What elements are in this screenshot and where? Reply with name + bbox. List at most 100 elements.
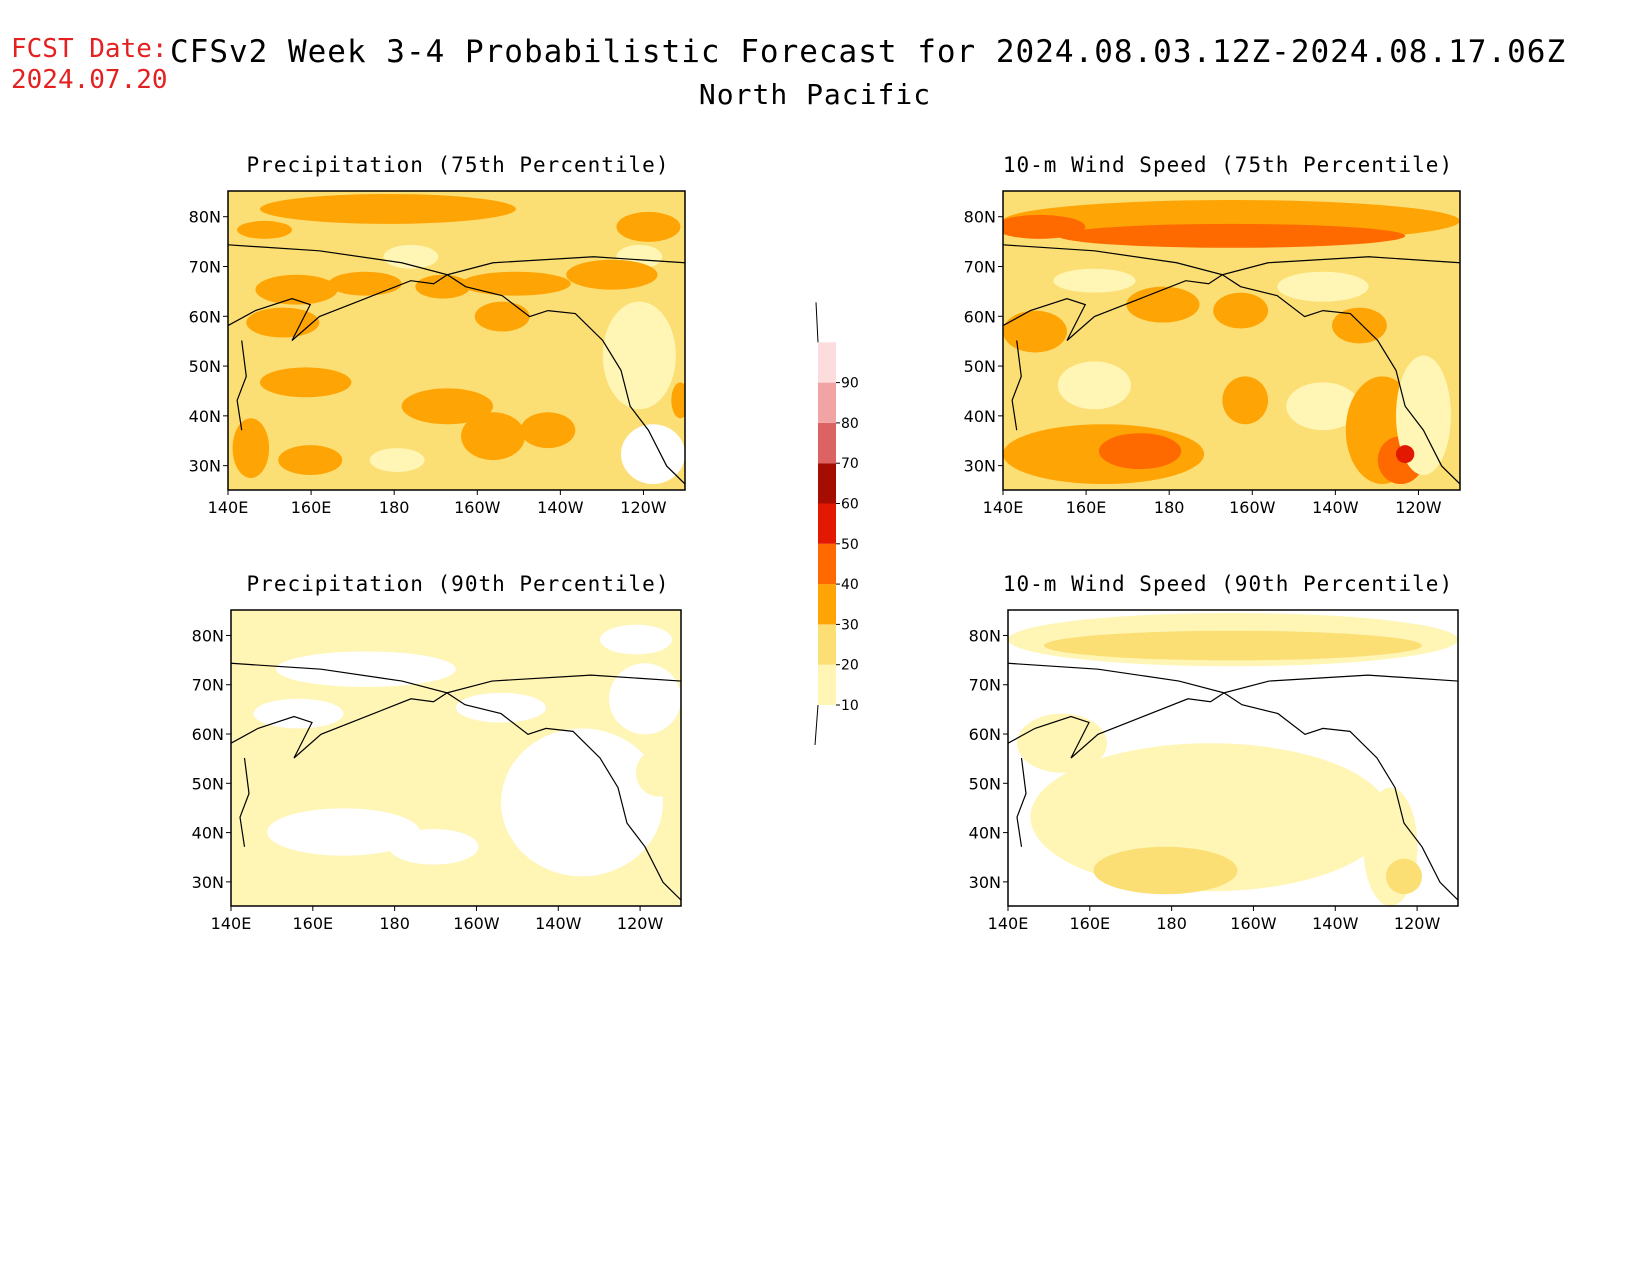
probability-area [1057, 361, 1131, 410]
probability-area [616, 211, 681, 242]
panel-title-precip90: Precipitation (90th Percentile) [246, 572, 670, 596]
lat-label: 80N [969, 626, 1001, 645]
probability-area [609, 663, 681, 735]
probability-area [1017, 713, 1107, 773]
lon-label: 160E [1066, 498, 1107, 517]
probability-area [461, 271, 571, 296]
lon-label: 160E [292, 914, 333, 933]
probability-area [1286, 382, 1360, 431]
map-fill [228, 191, 685, 490]
lat-label: 60N [969, 725, 1001, 744]
probability-area [1044, 630, 1422, 661]
lat-label: 50N [189, 357, 221, 376]
asia-coastline [236, 340, 247, 431]
probability-area [461, 412, 526, 461]
probability-area [369, 448, 425, 473]
map-fill [1003, 191, 1460, 490]
map-fill [231, 610, 681, 906]
colorbar-label: 50 [841, 537, 859, 553]
lon-label: 120W [1394, 914, 1441, 933]
lat-label: 40N [189, 407, 221, 426]
lat-label: 60N [192, 725, 224, 744]
lat-label: 50N [969, 774, 1001, 793]
probability-area [456, 692, 546, 723]
probability-area [237, 220, 292, 239]
probability-area [1386, 858, 1422, 895]
probability-area [1213, 292, 1269, 329]
lat-label: 80N [964, 208, 996, 227]
lat-label: 70N [969, 676, 1001, 695]
arctic-coastline [228, 244, 685, 276]
panel-title-precip75: Precipitation (75th Percentile) [246, 153, 670, 177]
lat-label: 30N [964, 457, 996, 476]
probability-area [501, 728, 663, 877]
probability-area [1057, 223, 1406, 248]
lat-label: 30N [192, 873, 224, 892]
probability-area [276, 651, 456, 687]
probability-area [259, 193, 516, 224]
lat-label: 80N [189, 208, 221, 227]
coastline [1003, 274, 1460, 485]
probability-area [1277, 271, 1369, 302]
colorbar-swatch [818, 624, 836, 665]
coastline [1008, 692, 1458, 901]
colorbar-swatch [818, 664, 836, 705]
colorbar-swatch [818, 382, 836, 423]
probability-area [246, 307, 320, 338]
region-label: North Pacific [698, 78, 932, 111]
probability-area [278, 445, 343, 476]
colorbar-swatch [818, 463, 836, 504]
lon-label: 160W [453, 914, 500, 933]
probability-area [259, 367, 352, 398]
probability-area [474, 301, 530, 332]
coastline [231, 692, 681, 901]
lon-label: 180 [1156, 914, 1187, 933]
lon-label: 120W [1395, 498, 1442, 517]
panel-title-wind90: 10-m Wind Speed (90th Percentile) [1002, 572, 1454, 596]
colorbar-label: 20 [841, 658, 859, 674]
lon-label: 140E [988, 914, 1029, 933]
map-panel-wind75: 140E 160E 180 160W 140W 120W 80N 70N 60N 50N 40N 30… [964, 190, 1461, 517]
lat-label: 30N [969, 873, 1001, 892]
lon-label: 160W [1229, 498, 1276, 517]
probability-area [1396, 355, 1451, 476]
probability-area [232, 418, 270, 479]
probability-area [253, 698, 344, 729]
lat-label: 50N [964, 357, 996, 376]
lon-label: 140W [537, 498, 584, 517]
forecast-date: FCST Date: 2024.07.20 [11, 34, 168, 96]
lon-label: 140W [1312, 498, 1359, 517]
map-panel-precip75: 140E 160E 180 160W 140W 120W 80N 70N 60N 50N 40N 30… [189, 190, 686, 517]
asia-coastline [239, 757, 250, 847]
probability-area [1126, 286, 1200, 323]
lat-label: 60N [964, 307, 996, 326]
colorbar-label: 70 [841, 456, 859, 472]
lon-label: 160W [454, 498, 501, 517]
colorbar-swatch [818, 422, 836, 464]
lon-label: 180 [379, 914, 410, 933]
probability-area [1053, 268, 1136, 293]
probability-area [566, 259, 658, 290]
probability-area [267, 808, 420, 856]
lon-label: 140E [208, 498, 249, 517]
lat-label: 60N [189, 307, 221, 326]
probability-area [1332, 307, 1387, 344]
panel-title-wind75: 10-m Wind Speed (75th Percentile) [1002, 153, 1454, 177]
colorbar-label: 10 [841, 698, 859, 714]
probability-area [671, 382, 685, 419]
lon-label: 140E [983, 498, 1024, 517]
colorbar-label: 60 [841, 497, 859, 513]
lon-label: 140W [535, 914, 582, 933]
map-panel-precip90: 140E 160E 180 160W 140W 120W 80N 70N 60N 50N 40N 30… [192, 609, 682, 933]
lon-label: 140W [1312, 914, 1359, 933]
probability-area [401, 388, 494, 425]
forecast-date-label: FCST Date: [11, 34, 168, 64]
probability-area [1396, 445, 1415, 464]
asia-coastline [1016, 757, 1027, 847]
probability-area [328, 271, 402, 296]
arctic-coastline [1008, 662, 1458, 694]
colorbar: 10 20 30 40 50 60 70 80 90 [814, 302, 859, 746]
lat-label: 70N [964, 257, 996, 276]
colorbar-swatch [818, 543, 836, 585]
